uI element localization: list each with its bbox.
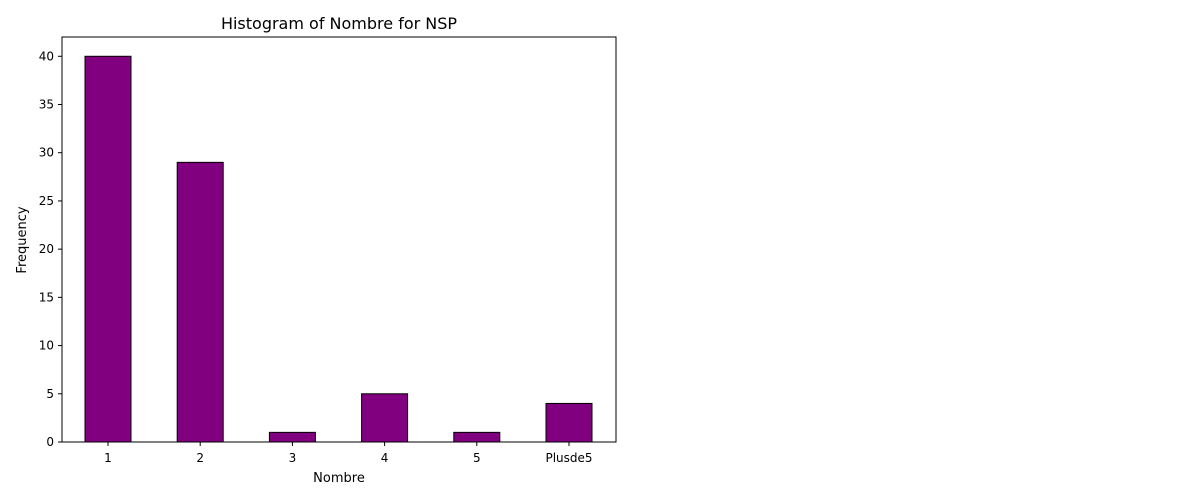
y-tick-label: 35: [39, 98, 54, 112]
y-axis-label: Frequency: [15, 206, 30, 273]
bar-1: [84, 55, 132, 443]
bar-4: [361, 393, 409, 443]
y-tick-label: 30: [39, 146, 54, 160]
y-tick-label: 15: [39, 290, 54, 304]
plot-frame: [61, 36, 617, 443]
bar-5: [453, 431, 501, 443]
x-tick-label: 5: [473, 451, 481, 465]
bars-group: [84, 55, 593, 443]
bar-plusde5: [545, 402, 593, 443]
y-tick-label: 0: [46, 435, 54, 449]
x-tick-label: 1: [104, 451, 112, 465]
y-tick-label: 40: [39, 49, 54, 63]
bar-3: [268, 431, 316, 443]
chart-title: Histogram of Nombre for NSP: [221, 14, 457, 33]
x-axis-ticks: 1 2 3 4 5 Plusde5: [104, 442, 593, 465]
y-tick-label: 25: [39, 194, 54, 208]
x-tick-label: 2: [196, 451, 204, 465]
y-tick-label: 20: [39, 242, 54, 256]
y-axis-ticks: 0 5 10 15 20 25 30 35 40: [39, 49, 62, 449]
y-tick-label: 5: [46, 387, 54, 401]
x-tick-label: 4: [381, 451, 389, 465]
x-axis-label: Nombre: [313, 471, 365, 486]
x-tick-label: 3: [289, 451, 297, 465]
y-tick-label: 10: [39, 339, 54, 353]
bar-2: [176, 161, 224, 443]
x-tick-label: Plusde5: [545, 451, 592, 465]
